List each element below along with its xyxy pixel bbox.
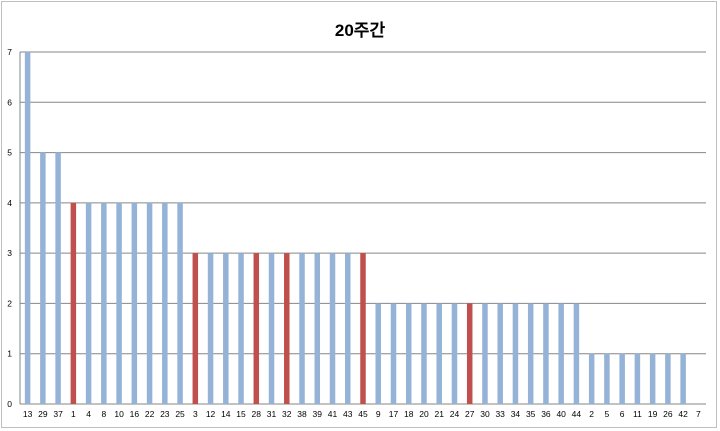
x-tick-label: 8 [101, 409, 106, 419]
x-tick-label: 19 [648, 409, 658, 419]
bar [345, 253, 351, 404]
x-tick-label: 33 [495, 409, 505, 419]
x-tick-label: 18 [404, 409, 414, 419]
x-tick-label: 1 [71, 409, 76, 419]
bar [192, 253, 199, 404]
bar [436, 303, 442, 404]
bar [558, 303, 564, 404]
x-tick-label: 15 [236, 409, 246, 419]
x-tick-label: 13 [23, 409, 33, 419]
bar [70, 202, 77, 404]
bar [329, 253, 336, 404]
x-tick-label: 2 [589, 409, 594, 419]
bar [284, 253, 290, 404]
bar [619, 353, 625, 404]
bar [421, 303, 427, 404]
y-tick-label: 5 [7, 148, 12, 158]
bar [116, 202, 122, 404]
bar [40, 152, 46, 404]
bar [299, 253, 305, 404]
x-tick-label: 17 [389, 409, 399, 419]
x-tick-label: 41 [328, 409, 338, 419]
x-tick-label: 5 [605, 409, 610, 419]
x-tick-label: 4 [86, 409, 91, 419]
bar [588, 353, 595, 404]
x-tick-label: 6 [620, 409, 625, 419]
bar [360, 253, 366, 404]
x-tick-label: 20 [419, 409, 429, 419]
chart-title: 20주간 [334, 21, 386, 40]
x-tick-label: 24 [450, 409, 460, 419]
x-tick-label: 16 [130, 409, 140, 419]
x-tick-label: 27 [465, 409, 475, 419]
bar [223, 253, 229, 404]
bar [207, 253, 214, 404]
x-tick-label: 28 [252, 409, 262, 419]
bar [24, 52, 31, 404]
bar [680, 353, 686, 404]
bar [405, 303, 412, 404]
bar [131, 202, 138, 404]
bar [451, 303, 458, 404]
bar [482, 303, 488, 404]
x-tick-label: 32 [282, 409, 292, 419]
bar [101, 202, 107, 404]
bar [665, 353, 671, 404]
y-tick-label: 6 [7, 97, 12, 107]
x-tick-label: 45 [358, 409, 368, 419]
x-tick-label: 21 [434, 409, 444, 419]
x-tick-label: 22 [145, 409, 155, 419]
x-tick-label: 23 [160, 409, 170, 419]
x-tick-label: 43 [343, 409, 353, 419]
x-tick-label: 29 [38, 409, 48, 419]
x-tick-label: 34 [511, 409, 521, 419]
x-tick-label: 38 [297, 409, 307, 419]
bar [314, 253, 321, 404]
bar [512, 303, 519, 404]
x-tick-label: 3 [193, 409, 198, 419]
x-tick-label: 9 [376, 409, 381, 419]
y-tick-label: 7 [7, 47, 12, 57]
y-tick-label: 0 [7, 399, 12, 409]
x-tick-label: 40 [556, 409, 566, 419]
bar [85, 202, 92, 404]
y-tick-label: 1 [7, 349, 12, 359]
y-tick-label: 4 [7, 198, 12, 208]
bar [573, 303, 580, 404]
x-tick-label: 26 [663, 409, 673, 419]
x-tick-label: 35 [526, 409, 536, 419]
bar [375, 303, 381, 404]
x-tick-label: 39 [313, 409, 323, 419]
bar [634, 353, 641, 404]
bar [466, 303, 473, 404]
bar [604, 353, 610, 404]
bar [390, 303, 397, 404]
bar [146, 202, 153, 404]
bar [253, 253, 260, 404]
x-tick-label: 14 [221, 409, 231, 419]
bar [162, 202, 168, 404]
bar [55, 152, 61, 404]
bar [177, 202, 183, 404]
x-tick-label: 42 [678, 409, 688, 419]
x-tick-label: 44 [572, 409, 582, 419]
bar [268, 253, 275, 404]
y-tick-label: 2 [7, 298, 12, 308]
bar [527, 303, 534, 404]
x-tick-label: 36 [541, 409, 551, 419]
x-tick-label: 25 [175, 409, 185, 419]
bar [649, 353, 656, 404]
x-tick-label: 31 [267, 409, 277, 419]
x-tick-label: 7 [696, 409, 701, 419]
x-tick-label: 30 [480, 409, 490, 419]
y-tick-label: 3 [7, 248, 12, 258]
x-tick-label: 11 [633, 409, 642, 419]
x-tick-label: 37 [53, 409, 63, 419]
bar [497, 303, 503, 404]
bar [238, 253, 244, 404]
x-tick-label: 10 [114, 409, 124, 419]
x-tick-label: 12 [206, 409, 216, 419]
bar [543, 303, 549, 404]
